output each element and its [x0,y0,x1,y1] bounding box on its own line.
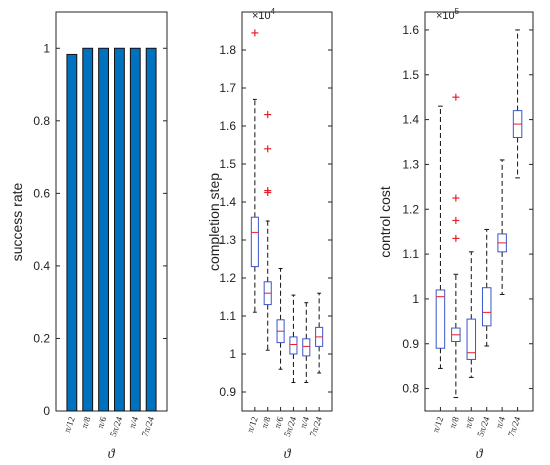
completion-step-outlier [264,111,272,119]
success-rate-xtick-label: π/8 [79,415,93,430]
control-cost-ytick-label: 1.3 [402,157,419,171]
success-rate-xlabel: ϑ [108,447,116,462]
control-cost-box-5 [512,29,523,179]
control-cost-ytick-label: 1.1 [402,247,419,261]
completion-step-outlier [264,145,272,153]
control-cost-xtick-label: π/6 [463,415,477,430]
completion-step-xlabel: ϑ [284,447,292,462]
completion-step-panel: completion step ϑ ×104 0.9 1 1.1 1.2 1.3 1.4 1… [206,7,333,462]
control-cost-box [435,289,446,349]
control-cost-box [466,318,477,360]
completion-step-xtick-label: 7π/24 [308,415,325,438]
completion-step-xtick-label: π/4 [298,415,312,430]
control-cost-outlier [452,194,460,202]
completion-step-box [250,216,259,268]
control-cost-xtick-label: 5π/24 [475,415,492,438]
success-rate-ytick-label: 0.8 [33,114,50,128]
control-cost-ytick-label: 1 [412,292,419,306]
control-cost-ytick-label: 0.8 [402,382,419,396]
completion-step-ytick-label: 1.7 [219,81,236,95]
control-cost-outlier [452,234,460,242]
completion-step-outlier [251,29,259,37]
success-rate-bar [66,53,78,412]
control-cost-xlabel: ϑ [476,447,484,462]
control-cost-axes-frame [424,11,534,412]
success-rate-ylabel: success rate [9,182,25,261]
control-cost-xtick-label: π/12 [430,415,445,433]
success-rate-bar [145,47,157,412]
control-cost-xtick-label: π/4 [494,415,508,430]
completion-step-box-4 [302,302,311,383]
success-rate-xtick-label: 5π/24 [108,415,125,438]
completion-step-box-3 [289,294,298,383]
control-cost-box-1 [451,93,461,399]
control-cost-ytick-label: 1.4 [402,113,419,127]
completion-step-outlier [264,187,272,195]
completion-step-box-5 [315,292,324,374]
completion-step-xtick-label: π/12 [245,415,260,433]
control-cost-outlier [452,93,460,101]
success-rate-ytick-label: 0.6 [33,186,50,200]
completion-step-ytick-label: 1.4 [219,195,236,209]
control-cost-ytick-label: 1.2 [402,202,419,216]
control-cost-multiplier: ×105 [436,7,460,22]
control-cost-outlier [452,216,460,224]
success-rate-panel: success rate ϑ 0 0.2 0.4 0.6 0.8 1 π/12 π/8 π/6 5… [9,11,168,462]
success-rate-bar [98,47,109,412]
success-rate-bar [114,47,125,412]
control-cost-box-3 [481,228,492,347]
completion-step-box [289,336,298,355]
success-rate-axes-frame [55,11,168,412]
completion-step-ylabel: completion step [206,173,222,271]
completion-step-ytick-label: 1.2 [219,271,236,285]
control-cost-ytick-label: 1.5 [402,68,419,82]
success-rate-bar [129,47,141,412]
success-rate-xtick-label: π/6 [95,415,109,430]
completion-step-xtick-label: π/6 [272,415,286,430]
completion-step-box-1 [263,111,272,351]
completion-step-xtick-label: 5π/24 [282,415,299,438]
control-cost-ytick-label: 1.6 [402,23,419,37]
success-rate-xtick-label: π/12 [62,415,77,433]
control-cost-panel: control cost ϑ ×105 0.8 0.9 1 1.1 1.2 1.3 1.4 1… [377,7,534,462]
completion-step-ytick-label: 1.8 [219,43,236,57]
success-rate-xtick-label: π/4 [127,415,141,430]
completion-step-ytick-label: 1.5 [219,157,236,171]
completion-step-ytick-label: 1.3 [219,233,236,247]
success-rate-ytick-label: 0.4 [33,259,50,273]
success-rate-bar [82,47,94,412]
success-rate-xtick-label: 7π/24 [140,415,157,438]
completion-step-multiplier: ×104 [252,7,276,22]
success-rate-ytick-label: 1 [43,41,50,55]
control-cost-xtick-label: 7π/24 [506,415,523,438]
control-cost-ytick-label: 0.9 [402,337,419,351]
completion-step-ytick-label: 0.9 [219,385,236,399]
control-cost-xtick-label: π/8 [447,415,461,430]
completion-step-ytick-label: 1 [229,347,236,361]
completion-step-ytick-label: 1.1 [219,309,236,323]
completion-step-box [302,338,311,357]
control-cost-box-2 [466,251,477,378]
control-cost-ylabel: control cost [377,186,393,258]
success-rate-ytick-label: 0 [43,404,50,418]
control-cost-box-4 [497,159,507,295]
completion-step-ytick-label: 1.6 [219,119,236,133]
completion-step-box-0 [250,29,259,313]
control-cost-box-0 [435,105,446,369]
success-rate-ytick-label: 0.2 [33,331,50,345]
completion-step-box-2 [276,268,285,370]
control-cost-box [481,287,492,327]
completion-step-axes-frame [241,11,333,412]
completion-step-xtick-label: π/8 [259,415,273,430]
